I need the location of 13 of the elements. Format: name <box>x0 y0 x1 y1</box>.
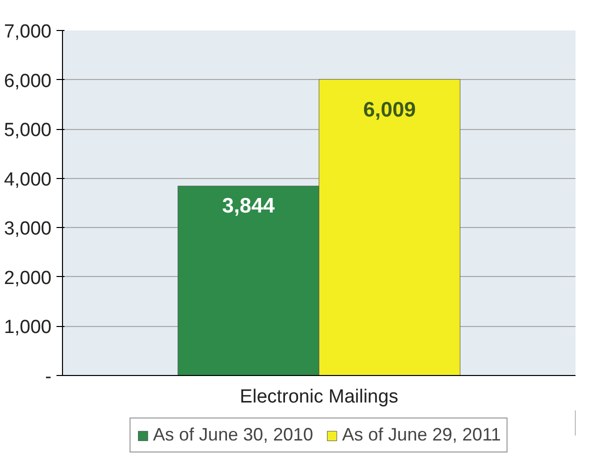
y-tick-label: 6,000 <box>4 70 52 92</box>
y-tick-label: 4,000 <box>4 169 52 190</box>
legend-label: As of June 29, 2011 <box>342 424 501 446</box>
y-tick-label: 5,000 <box>4 120 52 142</box>
y-tick-label: 3,000 <box>4 218 52 240</box>
data-label: 6,009 <box>363 98 416 122</box>
y-tick-label: - <box>45 366 52 388</box>
y-tick-label: 2,000 <box>4 268 52 289</box>
legend-label: As of June 30, 2010 <box>153 424 314 446</box>
y-tick-label: 1,000 <box>4 317 52 338</box>
x-tick-label: Electronic Mailings <box>240 386 398 408</box>
data-label: 3,844 <box>222 194 276 218</box>
y-tick-label: 7,000 <box>4 22 52 42</box>
